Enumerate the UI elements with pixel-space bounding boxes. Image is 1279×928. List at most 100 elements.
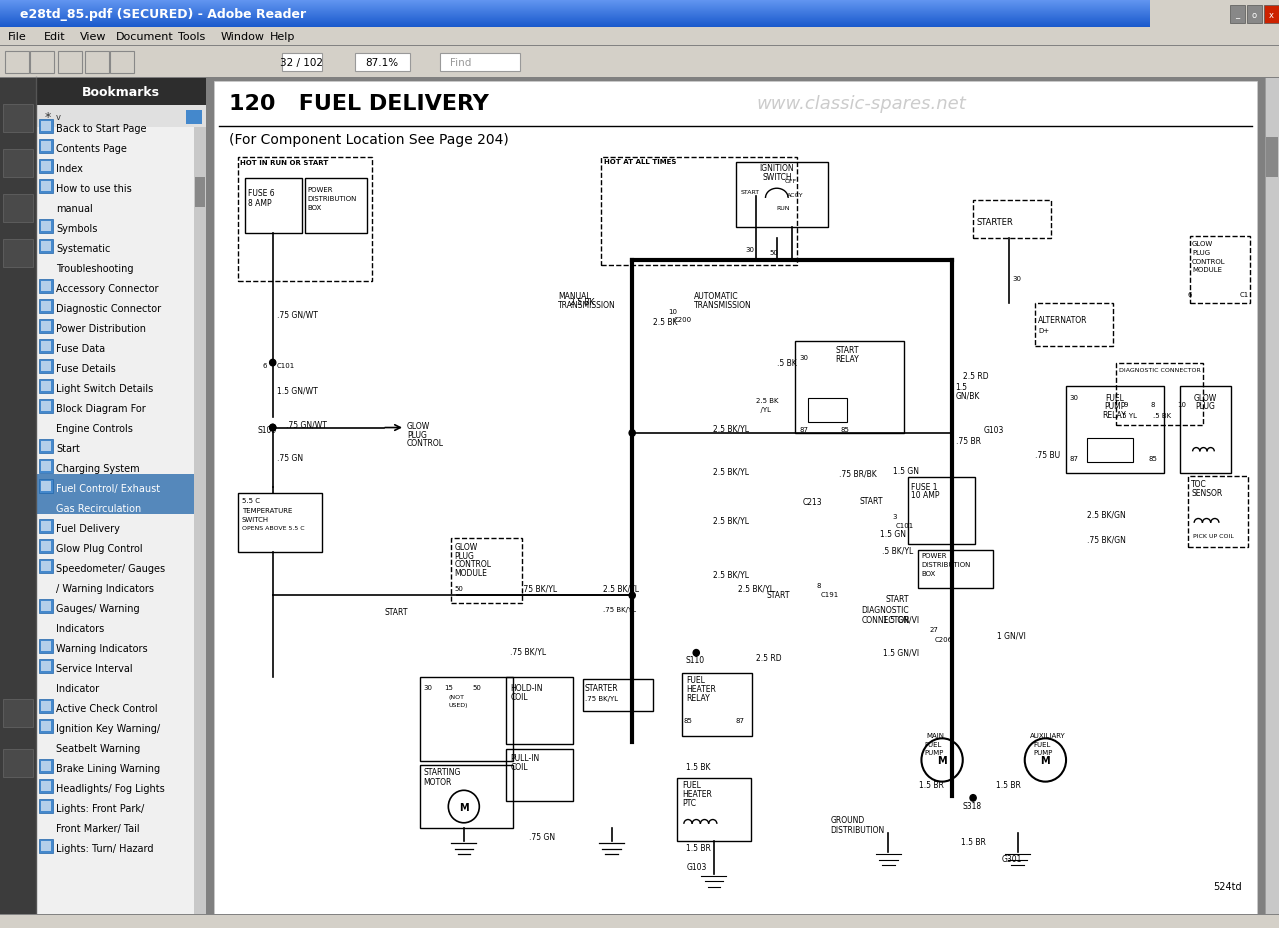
Bar xyxy=(0,0,1150,1)
Text: 1.5 BR: 1.5 BR xyxy=(961,837,986,845)
Bar xyxy=(38,560,52,574)
Bar xyxy=(41,662,51,671)
Bar xyxy=(1266,138,1278,178)
Text: Tools: Tools xyxy=(178,32,205,42)
Text: HOLD-IN: HOLD-IN xyxy=(510,683,542,692)
Text: 1.5 GN: 1.5 GN xyxy=(893,467,918,476)
Bar xyxy=(3,239,33,267)
Text: 1.5 GN/WT: 1.5 GN/WT xyxy=(276,386,317,394)
Text: 2.5 BK: 2.5 BK xyxy=(570,298,595,307)
Bar xyxy=(38,360,52,374)
Text: MANUAL: MANUAL xyxy=(558,291,591,301)
Text: 5.5 C: 5.5 C xyxy=(242,497,260,504)
Bar xyxy=(41,182,51,192)
Text: Active Check Control: Active Check Control xyxy=(56,703,157,714)
Text: 32 / 102: 32 / 102 xyxy=(280,58,324,68)
Bar xyxy=(0,1,1150,2)
Text: Gas Recirculation: Gas Recirculation xyxy=(56,504,141,513)
Text: PUMP: PUMP xyxy=(1033,750,1053,755)
Bar xyxy=(36,474,194,514)
Bar xyxy=(41,161,51,172)
Bar xyxy=(38,839,52,853)
Text: 9: 9 xyxy=(1124,401,1128,407)
FancyBboxPatch shape xyxy=(110,52,134,74)
Bar xyxy=(41,362,51,371)
Text: 120   FUEL DELIVERY: 120 FUEL DELIVERY xyxy=(229,94,489,114)
Bar xyxy=(0,18,1150,19)
Bar xyxy=(3,699,33,728)
Text: .75 GN: .75 GN xyxy=(530,832,555,842)
Text: Front Marker/ Tail: Front Marker/ Tail xyxy=(56,823,139,833)
FancyBboxPatch shape xyxy=(58,52,82,74)
Text: FUEL: FUEL xyxy=(686,676,705,685)
Text: PULL-IN: PULL-IN xyxy=(510,754,540,763)
Text: HOT IN RUN OR START: HOT IN RUN OR START xyxy=(239,160,327,166)
Circle shape xyxy=(629,592,636,599)
Bar xyxy=(0,16,1150,17)
Bar xyxy=(38,400,52,414)
Text: Power Distribution: Power Distribution xyxy=(56,324,146,334)
Text: C1: C1 xyxy=(1239,292,1248,298)
Text: Service Interval: Service Interval xyxy=(56,664,133,674)
Bar xyxy=(451,538,522,603)
Text: .5 YL: .5 YL xyxy=(1120,412,1137,419)
Text: /YL: /YL xyxy=(756,406,771,413)
Bar xyxy=(41,601,51,612)
Text: D+: D+ xyxy=(1039,328,1049,334)
Text: PLUG: PLUG xyxy=(1196,402,1215,411)
Bar xyxy=(0,3,1150,4)
Text: CONNECTOR: CONNECTOR xyxy=(862,615,911,624)
Bar xyxy=(38,340,52,354)
Bar xyxy=(1179,387,1232,473)
Bar xyxy=(185,110,202,125)
Bar xyxy=(41,222,51,232)
Text: Light Switch Details: Light Switch Details xyxy=(56,383,153,393)
Bar xyxy=(41,801,51,811)
Bar xyxy=(0,12,1150,13)
Text: 87: 87 xyxy=(799,426,808,432)
Text: 87.1%: 87.1% xyxy=(366,58,399,68)
Circle shape xyxy=(969,794,976,801)
Bar xyxy=(41,781,51,792)
Text: Fuse Details: Fuse Details xyxy=(56,364,116,374)
Text: POWER: POWER xyxy=(921,553,946,559)
Text: STARTER: STARTER xyxy=(585,683,618,692)
Text: START: START xyxy=(384,608,408,616)
Bar xyxy=(1189,237,1250,303)
Text: AUXILIARY: AUXILIARY xyxy=(1030,732,1065,739)
Bar xyxy=(41,522,51,532)
Bar xyxy=(0,28,1279,46)
Text: 85: 85 xyxy=(1149,456,1157,461)
Text: 30: 30 xyxy=(1069,394,1078,401)
Bar xyxy=(206,78,1279,928)
Bar xyxy=(41,482,51,492)
Bar xyxy=(41,122,51,132)
Bar xyxy=(38,759,52,773)
Text: MAIN: MAIN xyxy=(926,732,945,739)
Text: FUEL: FUEL xyxy=(1105,393,1124,403)
Bar xyxy=(41,182,51,192)
Bar xyxy=(3,149,33,178)
Bar xyxy=(41,142,51,152)
Text: MOTOR: MOTOR xyxy=(423,778,451,786)
Bar xyxy=(41,122,51,132)
Text: v: v xyxy=(55,112,60,122)
Bar xyxy=(0,19,1150,20)
Bar xyxy=(38,480,52,494)
Text: G103: G103 xyxy=(984,426,1004,434)
Text: C101: C101 xyxy=(276,362,295,368)
Text: S109: S109 xyxy=(257,426,276,434)
Bar xyxy=(0,25,1150,26)
Bar xyxy=(1264,6,1279,24)
Bar xyxy=(41,161,51,172)
Text: 6: 6 xyxy=(1188,292,1192,298)
Text: Fuel Control/ Exhaust: Fuel Control/ Exhaust xyxy=(56,483,160,494)
Text: 3: 3 xyxy=(893,514,897,520)
Bar xyxy=(0,914,1279,928)
Text: Symbols: Symbols xyxy=(56,224,97,234)
Bar xyxy=(41,241,51,251)
Bar xyxy=(41,461,51,471)
Text: .75 BU: .75 BU xyxy=(1035,451,1060,459)
Bar xyxy=(41,841,51,851)
Bar xyxy=(421,677,513,761)
